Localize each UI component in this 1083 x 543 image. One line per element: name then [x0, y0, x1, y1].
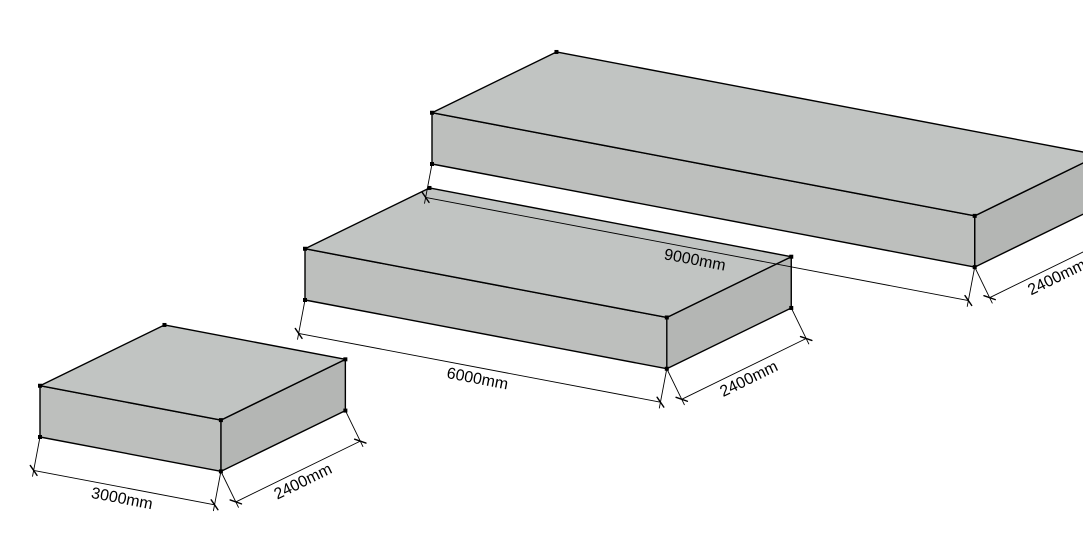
block-9000-width-label: 2400mm: [1025, 257, 1083, 300]
block-3000-length-label: 3000mm: [90, 485, 154, 513]
block-6000-width-label: 2400mm: [717, 358, 780, 401]
corner-marker: [789, 255, 793, 259]
corner-marker: [665, 315, 669, 319]
corner-marker: [973, 214, 977, 218]
corner-marker: [219, 418, 223, 422]
block-6000-length-label: 6000mm: [445, 365, 509, 393]
diagram-canvas: 3000mm2400mm6000mm2400mm9000mm2400mm: [0, 0, 1083, 543]
block-3000: 3000mm 2400mm: [30, 323, 366, 513]
corner-marker: [38, 384, 42, 388]
corner-marker: [303, 247, 307, 251]
corner-marker: [554, 50, 558, 54]
corner-marker: [343, 357, 347, 361]
corner-marker: [430, 111, 434, 115]
block-3000-width-label: 2400mm: [271, 461, 334, 504]
corner-marker: [162, 323, 166, 327]
